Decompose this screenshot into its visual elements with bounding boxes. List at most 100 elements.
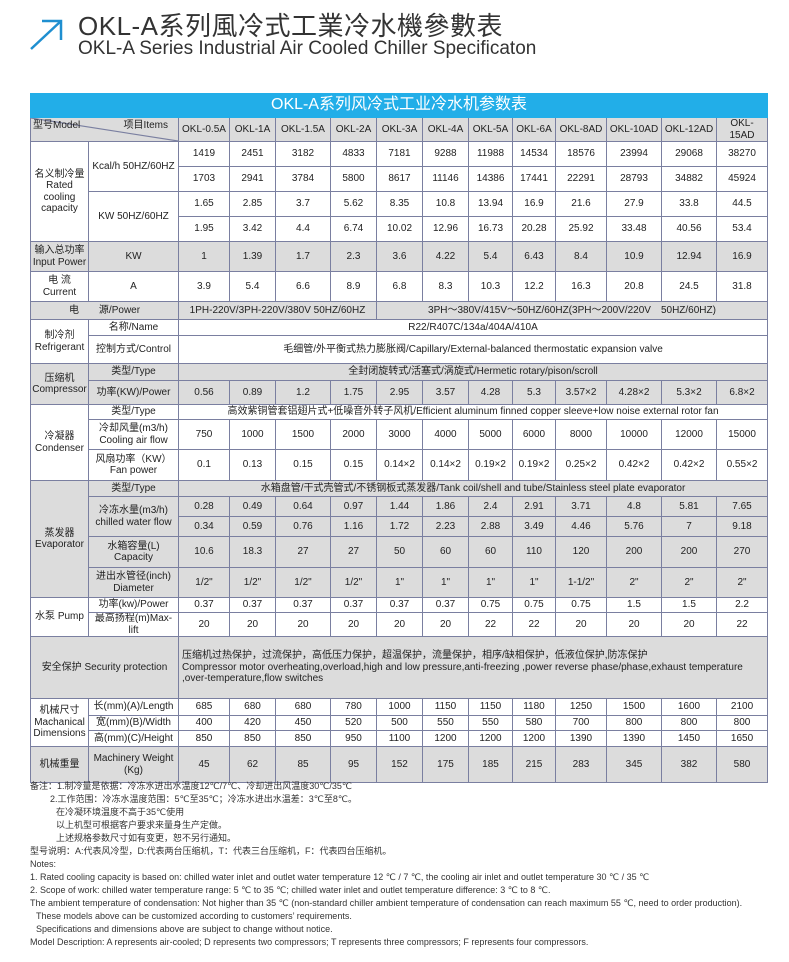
- value-cell: 5.3: [512, 380, 556, 405]
- value-cell: 31.8: [715, 271, 769, 302]
- value-cell: 850: [229, 730, 276, 747]
- value-cell: 20: [178, 612, 230, 637]
- value-cell: 0.56: [178, 380, 230, 405]
- model-header-cell: OKL-12AD: [661, 117, 717, 142]
- value-cell: 9.18: [715, 516, 769, 537]
- evap-cap-label: 水箱容量(L) Capacity: [88, 536, 179, 568]
- ref-control: 毛细管/外平衡式热力膨胀阀/Capillary/External-balance…: [177, 335, 769, 364]
- value-cell: 1.5: [606, 597, 662, 613]
- value-cell: 8.9: [330, 271, 377, 302]
- value-cell: 520: [330, 715, 377, 731]
- value-cell: 1.7: [275, 241, 331, 272]
- value-cell: 270: [715, 536, 769, 568]
- value-cell: 20: [275, 612, 331, 637]
- value-cell: 800: [606, 715, 662, 731]
- model-header-cell: OKL-4A: [422, 117, 469, 142]
- evap-dia-label: 进出水管径(inch) Diameter: [88, 567, 179, 598]
- value-cell: 6.8×2: [715, 380, 769, 405]
- value-cell: 2": [715, 567, 769, 598]
- row-input: 输入总功率 Input Power KW 1 1.39 1.7 2.3 3.6 4.22 5.4…: [30, 241, 769, 272]
- value-cell: 420: [229, 715, 276, 731]
- value-cell: 0.42×2: [661, 449, 717, 481]
- value-cell: 22: [468, 612, 513, 637]
- value-cell: 11146: [422, 166, 469, 192]
- value-cell: 283: [555, 746, 607, 783]
- value-cell: 4.4: [275, 216, 331, 242]
- input-label: 输入总功率 Input Power: [30, 241, 89, 272]
- value-cell: 0.55×2: [715, 449, 769, 481]
- value-cell: 1.86: [422, 496, 469, 517]
- pump-lift-label: 最高扬程(m)Max-lift: [88, 612, 179, 637]
- value-cell: 4.46: [555, 516, 607, 537]
- value-cell: 0.97: [330, 496, 377, 517]
- value-cell: 15000: [715, 419, 769, 450]
- value-cell: 0.34: [178, 516, 230, 537]
- value-cell: 12000: [661, 419, 717, 450]
- value-cell: 20: [330, 612, 377, 637]
- value-cell: 6.74: [330, 216, 377, 242]
- value-cell: 45924: [715, 166, 769, 192]
- refrigerant-label: 制冷剂 Refrigerant: [30, 319, 89, 364]
- note-cn-3: 在冷凝环境温度不高于35℃使用: [56, 807, 185, 817]
- value-cell: 1419: [178, 141, 230, 167]
- value-cell: 3182: [275, 141, 331, 167]
- note-en-5: Specifications and dimensions above are …: [36, 924, 333, 934]
- value-cell: 4.28: [468, 380, 513, 405]
- value-cell: 62: [229, 746, 276, 783]
- value-cell: 1": [376, 567, 423, 598]
- width-label: 宽(mm)(B)/Width: [88, 715, 179, 731]
- value-cell: 5.81: [661, 496, 717, 517]
- ref-name: R22/R407C/134a/404A/410A: [177, 319, 769, 336]
- evap-type: 水箱盘管/干式壳管式/不锈钢板式蒸发器/Tank coil/shell and …: [177, 480, 769, 497]
- value-cell: 550: [422, 715, 469, 731]
- cond-type-label: 类型/Type: [88, 404, 179, 420]
- note-cn-5: 上述规格参数尺寸如有变更，恕不另行通知。: [56, 833, 237, 843]
- value-cell: 382: [661, 746, 717, 783]
- value-cell: 1150: [422, 698, 469, 716]
- value-cell: 8000: [555, 419, 607, 450]
- value-cell: 14386: [468, 166, 513, 192]
- condenser-label: 冷凝器 Condenser: [30, 404, 89, 481]
- value-cell: 1.95: [178, 216, 230, 242]
- value-cell: 0.14×2: [422, 449, 469, 481]
- value-cell: 2451: [229, 141, 276, 167]
- value-cell: 1.16: [330, 516, 377, 537]
- power-label: 电 源/Power: [30, 301, 179, 320]
- value-cell: 44.5: [715, 191, 769, 217]
- value-cell: 20: [606, 612, 662, 637]
- value-cell: 0.13: [229, 449, 276, 481]
- row-height: 高(mm)(C)/Height 850 850 850 950 1100 1200 1200 1…: [31, 730, 769, 747]
- row-kw-50: KW 50HZ/60HZ 1.65 2.85 3.7 5.62 8.35 10.8 13.94…: [31, 191, 769, 242]
- model-header-cell: OKL-10AD: [606, 117, 662, 142]
- value-cell: 1200: [512, 730, 556, 747]
- value-cell: 2000: [330, 419, 377, 450]
- value-cell: 1.39: [229, 241, 276, 272]
- value-cell: 1.44: [376, 496, 423, 517]
- model-label: 型号Model: [33, 120, 81, 131]
- value-cell: 8.35: [376, 191, 423, 217]
- value-cell: 95: [330, 746, 377, 783]
- value-cell: 5.4: [468, 241, 513, 272]
- value-cell: 3.6: [376, 241, 423, 272]
- value-cell: 85: [275, 746, 331, 783]
- value-cell: 1/2": [275, 567, 331, 598]
- value-cell: 6.6: [275, 271, 331, 302]
- value-cell: 2.3: [330, 241, 377, 272]
- value-cell: 580: [512, 715, 556, 731]
- value-cell: 680: [275, 698, 331, 716]
- value-cell: 152: [376, 746, 423, 783]
- value-cell: 0.59: [229, 516, 276, 537]
- value-cell: 1000: [229, 419, 276, 450]
- value-cell: 0.28: [178, 496, 230, 517]
- value-cell: 16.9: [715, 241, 769, 272]
- value-cell: 1": [468, 567, 513, 598]
- value-cell: 3.49: [512, 516, 556, 537]
- value-cell: 3000: [376, 419, 423, 450]
- value-cell: 0.42×2: [606, 449, 662, 481]
- row-evap-flow-2: 0.34 0.59 0.76 1.16 1.72 2.23 2.88 3.49 4.46 5.76…: [31, 516, 769, 537]
- row-pump-lift: 最高扬程(m)Max-lift 20 20 20 20 20 20 22 22 20 20 20 22: [31, 612, 769, 637]
- value-cell: 20: [555, 612, 607, 637]
- value-cell: 780: [330, 698, 377, 716]
- value-cell: 17441: [512, 166, 556, 192]
- row-kcal-50: 名义制冷量 Rated cooling capacity Kcal/h 50HZ/…: [30, 141, 769, 242]
